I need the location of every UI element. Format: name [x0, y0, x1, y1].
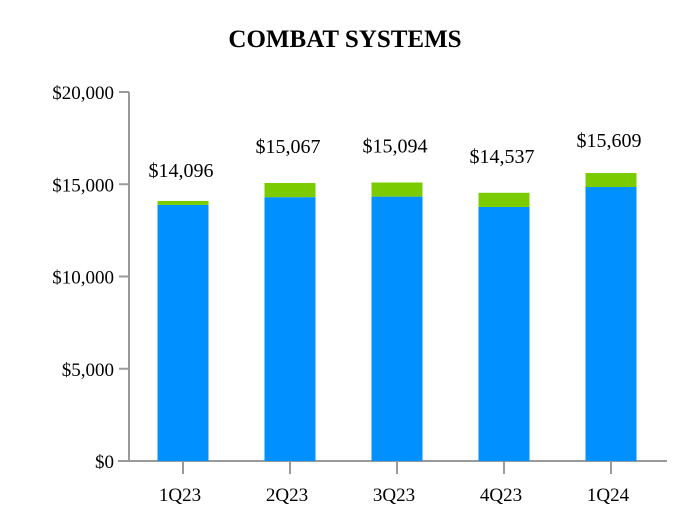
bar-segment-green	[371, 182, 423, 197]
bar-segment-blue	[371, 196, 423, 461]
data-label: $14,096	[149, 160, 214, 182]
bar-segment-green	[478, 192, 530, 207]
bar-segment-green	[264, 183, 316, 198]
data-label: $15,067	[256, 136, 321, 158]
x-tick-label: 4Q23	[480, 485, 522, 506]
data-label: $15,609	[577, 130, 642, 152]
data-label: $15,094	[363, 136, 428, 158]
bar-segment-blue	[478, 206, 530, 461]
y-tick-label: $15,000	[52, 175, 114, 196]
bar-segment-blue	[585, 187, 637, 461]
y-tick-label: $10,000	[52, 268, 114, 289]
bar-segment-green	[585, 173, 637, 188]
x-tick-label: 2Q23	[266, 485, 308, 506]
bar-segment-blue	[157, 204, 209, 461]
bar-segment-green	[157, 200, 209, 205]
bar-segment-blue	[264, 197, 316, 462]
chart-title: COMBAT SYSTEMS	[228, 26, 462, 53]
y-tick-label: $5,000	[62, 360, 114, 381]
x-tick-label: 1Q24	[587, 485, 630, 506]
y-tick-label: $20,000	[52, 83, 114, 104]
data-label: $14,537	[470, 146, 535, 168]
y-tick-label: $0	[95, 452, 114, 473]
x-tick-label: 1Q23	[159, 485, 201, 506]
x-tick-label: 3Q23	[373, 485, 415, 506]
